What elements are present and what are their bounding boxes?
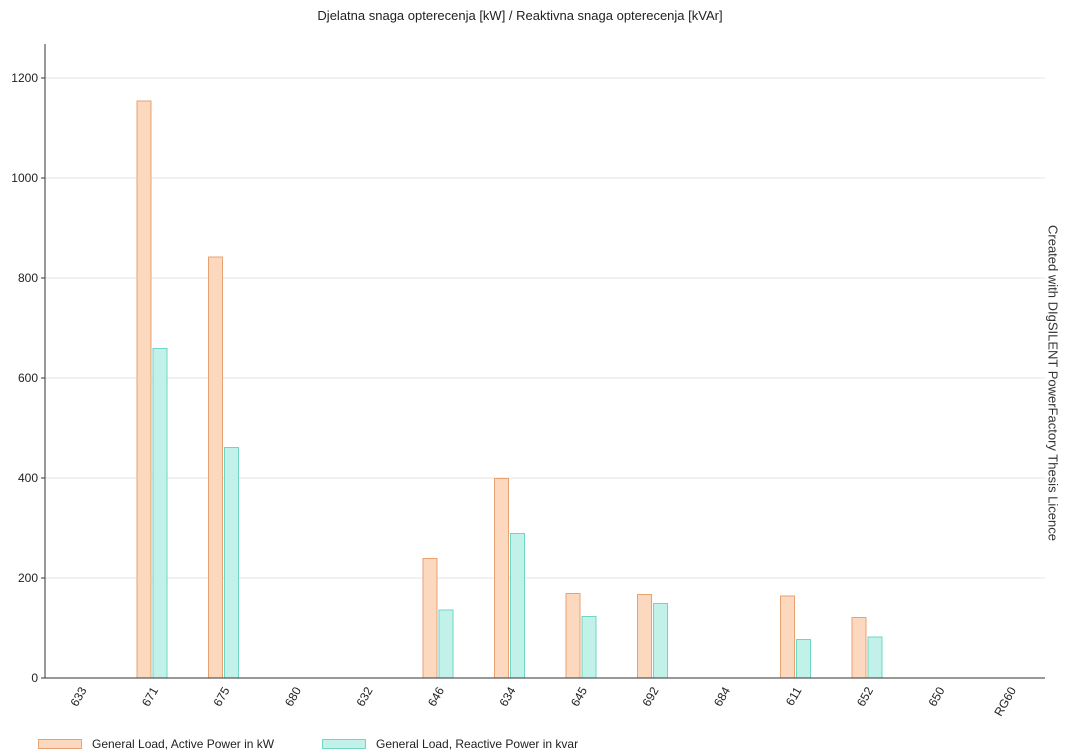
x-tick-label: 632: [353, 684, 375, 709]
x-tick-label: 652: [854, 684, 876, 709]
grid-layer: [45, 77, 1045, 579]
x-tick-label: 680: [282, 684, 304, 709]
bars-layer: [136, 100, 883, 679]
x-tick-label: RG60: [991, 684, 1019, 718]
x-tick-label: 633: [67, 684, 89, 709]
bar-reactive-power: [867, 636, 883, 679]
x-tick-label: 646: [425, 684, 447, 709]
legend-label-reactive: General Load, Reactive Power in kvar: [376, 737, 579, 751]
bar-reactive-power: [796, 639, 811, 679]
bar-reactive-power: [224, 447, 239, 679]
y-tick-label: 400: [18, 471, 38, 485]
watermark-text: Created with DIgSILENT PowerFactory Thes…: [1045, 225, 1061, 541]
bar-reactive-power: [152, 348, 168, 679]
y-tick-label: 600: [18, 371, 38, 385]
x-tick-label: 684: [711, 684, 733, 709]
x-tick-label: 675: [210, 684, 232, 709]
y-tick-label: 1200: [11, 71, 38, 85]
bar-active-power: [208, 256, 223, 679]
bar-active-power: [637, 594, 652, 679]
bar-reactive-power: [653, 603, 668, 679]
axes-layer: [44, 44, 1045, 679]
chart-title: Djelatna snaga opterecenja [kW] / Reakti…: [317, 8, 723, 23]
bar-reactive-power: [510, 533, 525, 679]
bar-active-power: [565, 593, 581, 679]
x-tick-label: 645: [568, 684, 590, 709]
x-tick-label: 634: [496, 684, 518, 709]
bar-chart: 0 200 400 600 800 1000 1200 633 671 675 680 632 646 6…: [11, 44, 1045, 719]
legend-swatch-reactive: [322, 739, 366, 749]
bar-active-power: [780, 595, 795, 679]
bar-active-power: [136, 100, 152, 679]
bar-active-power: [851, 617, 867, 679]
x-tick-label: 611: [783, 684, 805, 708]
x-tick-label: 650: [925, 684, 947, 709]
y-tick-label: 200: [18, 571, 38, 585]
legend-item-reactive: General Load, Reactive Power in kvar: [322, 737, 578, 751]
y-tick-label: 1000: [11, 171, 38, 185]
x-tick-label: 692: [639, 684, 661, 709]
bar-reactive-power: [438, 609, 454, 679]
legend-swatch-active: [38, 739, 82, 749]
y-tick-label: 0: [31, 671, 38, 685]
bar-active-power: [422, 558, 438, 679]
y-tick-label: 800: [18, 271, 38, 285]
x-tick-label: 671: [139, 684, 161, 709]
legend-item-active: General Load, Active Power in kW: [38, 737, 274, 751]
bar-reactive-power: [581, 616, 597, 679]
legend-label-active: General Load, Active Power in kW: [92, 737, 275, 751]
bar-active-power: [494, 478, 509, 679]
